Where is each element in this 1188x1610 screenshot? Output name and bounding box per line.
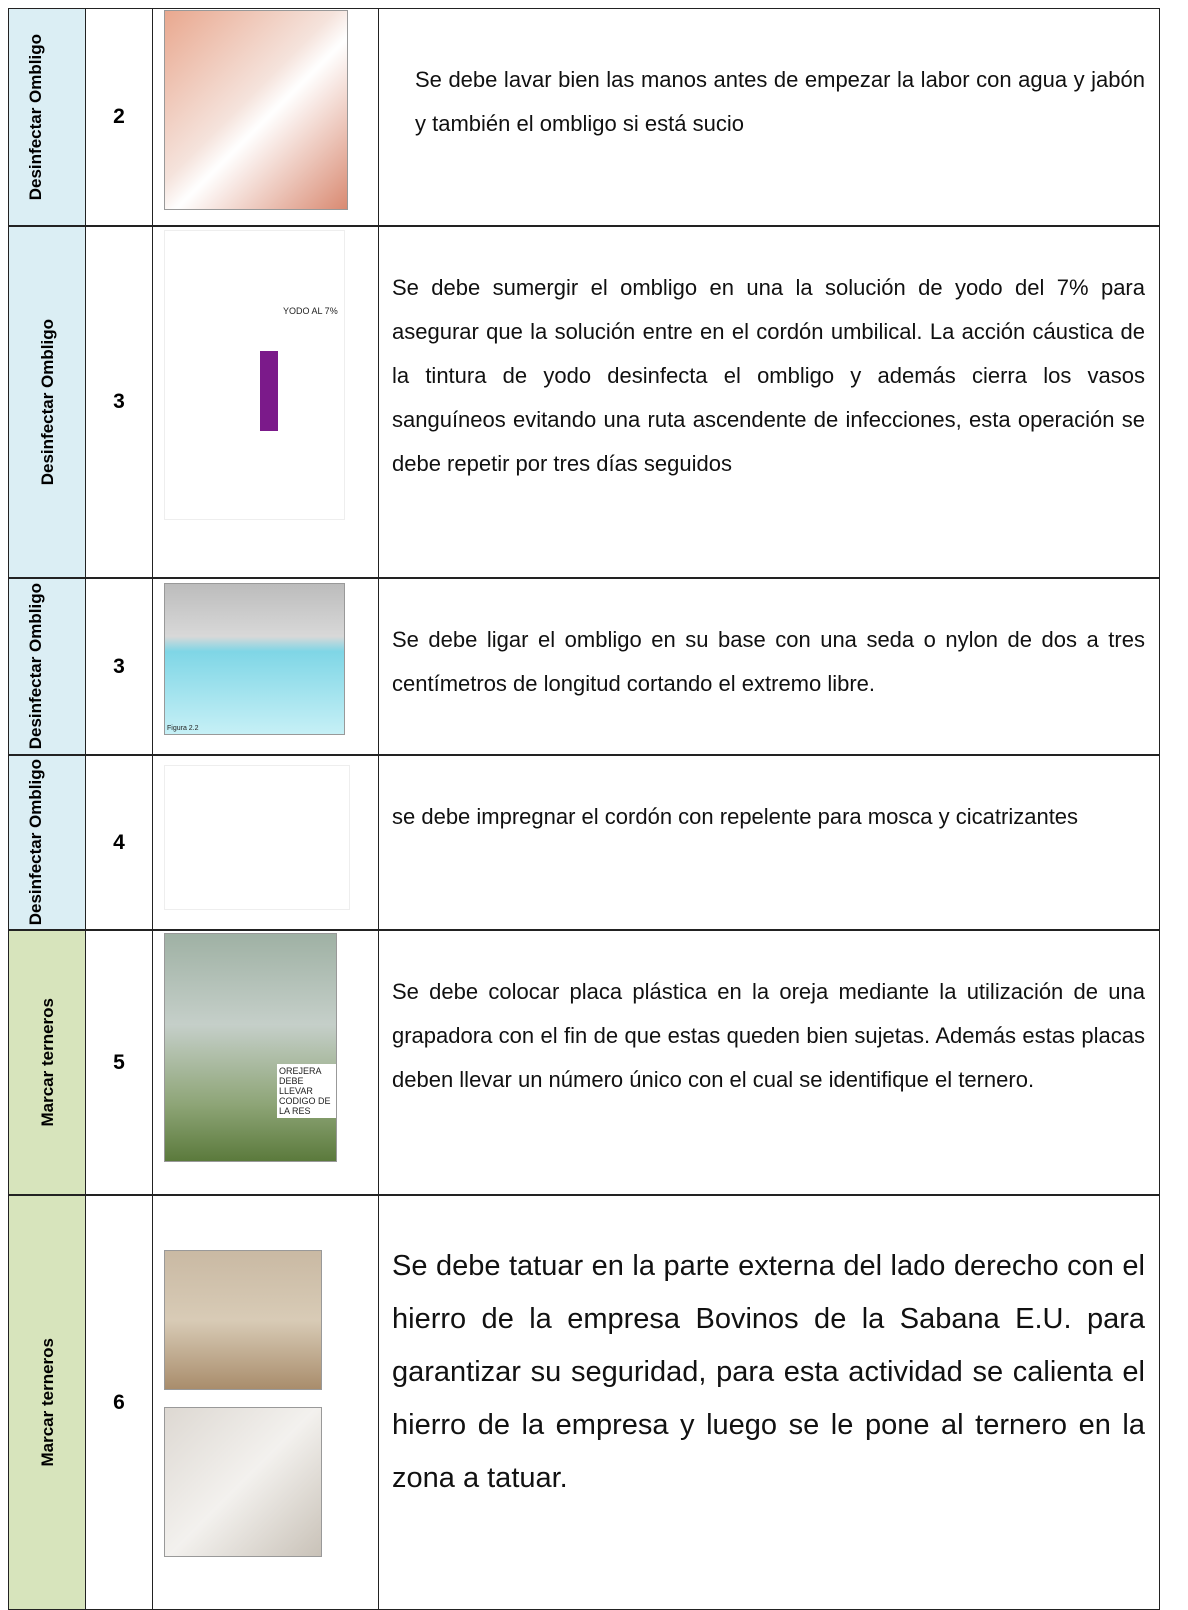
number: 3 bbox=[85, 226, 153, 578]
category: Desinfectar Ombligo bbox=[26, 759, 45, 926]
description: Se debe sumergir el ombligo en una la so… bbox=[392, 275, 1145, 476]
category: Marcar terneros bbox=[37, 1338, 57, 1467]
image: OREJERA DEBE LLEVAR CODIGO DE LA RES bbox=[164, 933, 337, 1162]
image bbox=[164, 10, 348, 210]
description-cell bbox=[378, 755, 1160, 930]
description: Se debe lavar bien las manos antes de em… bbox=[415, 67, 1145, 136]
image bbox=[164, 765, 350, 910]
description-cell bbox=[378, 8, 1160, 226]
description: Se debe tatuar en la parte externa del l… bbox=[392, 1250, 1145, 1494]
number: 2 bbox=[85, 8, 153, 226]
number: 5 bbox=[85, 930, 153, 1195]
image-text: Figura 2.2 bbox=[167, 725, 199, 732]
image bbox=[164, 1407, 322, 1557]
category-cell: Marcar terneros bbox=[8, 1195, 86, 1610]
description: Se debe ligar el ombligo en su base con … bbox=[392, 627, 1145, 696]
description-cell bbox=[378, 226, 1160, 578]
number: 3 bbox=[85, 578, 153, 755]
number: 6 bbox=[85, 1195, 153, 1610]
category: Marcar terneros bbox=[37, 998, 57, 1127]
description: Se debe colocar placa plástica en la ore… bbox=[392, 979, 1145, 1092]
category-cell: Desinfectar Ombligo bbox=[8, 578, 86, 755]
image-shape bbox=[260, 351, 278, 431]
number: 4 bbox=[85, 755, 153, 930]
category: Desinfectar Ombligo bbox=[37, 318, 57, 486]
image-text: OREJERA DEBE LLEVAR CODIGO DE LA RES bbox=[277, 1064, 336, 1118]
description-cell bbox=[378, 930, 1160, 1195]
category-cell: Desinfectar Ombligo bbox=[8, 8, 86, 226]
category-cell: Desinfectar Ombligo bbox=[8, 755, 86, 930]
image bbox=[164, 1250, 322, 1390]
category: Desinfectar Ombligo bbox=[26, 33, 45, 201]
image-text: YODO AL 7% bbox=[283, 306, 338, 316]
category: Desinfectar Ombligo bbox=[26, 583, 45, 750]
description-cell bbox=[378, 578, 1160, 755]
description: se debe impregnar el cordón con repelent… bbox=[392, 804, 1079, 829]
category-cell: Desinfectar Ombligo bbox=[8, 226, 86, 578]
image: Figura 2.2 bbox=[164, 583, 345, 735]
category-cell: Marcar terneros bbox=[8, 930, 86, 1195]
image: YODO AL 7% bbox=[164, 230, 345, 520]
